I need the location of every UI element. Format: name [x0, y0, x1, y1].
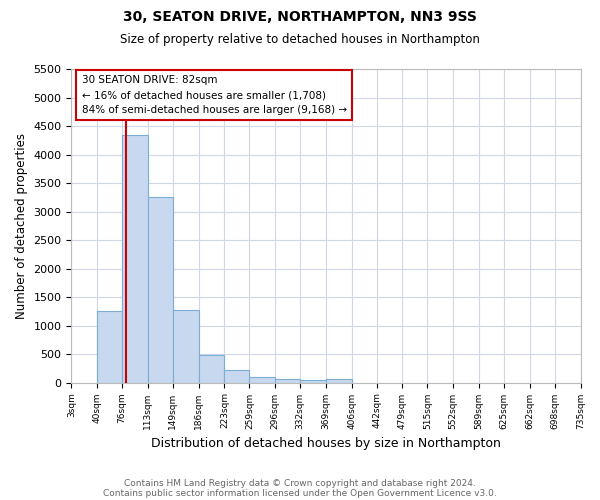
Y-axis label: Number of detached properties: Number of detached properties [15, 133, 28, 319]
Text: 30, SEATON DRIVE, NORTHAMPTON, NN3 9SS: 30, SEATON DRIVE, NORTHAMPTON, NN3 9SS [123, 10, 477, 24]
Text: 30 SEATON DRIVE: 82sqm
← 16% of detached houses are smaller (1,708)
84% of semi-: 30 SEATON DRIVE: 82sqm ← 16% of detached… [82, 76, 347, 115]
Text: Size of property relative to detached houses in Northampton: Size of property relative to detached ho… [120, 32, 480, 46]
Text: Contains public sector information licensed under the Open Government Licence v3: Contains public sector information licen… [103, 488, 497, 498]
Bar [250, 378, 275, 382]
Bar [199, 354, 224, 382]
Bar [300, 380, 326, 382]
Text: Contains HM Land Registry data © Crown copyright and database right 2024.: Contains HM Land Registry data © Crown c… [124, 478, 476, 488]
Bar [148, 198, 173, 382]
Bar [122, 134, 148, 382]
Bar [275, 379, 300, 382]
Bar [97, 312, 122, 382]
X-axis label: Distribution of detached houses by size in Northampton: Distribution of detached houses by size … [151, 437, 501, 450]
Bar [326, 379, 352, 382]
Bar [224, 370, 250, 382]
Bar [173, 310, 199, 382]
